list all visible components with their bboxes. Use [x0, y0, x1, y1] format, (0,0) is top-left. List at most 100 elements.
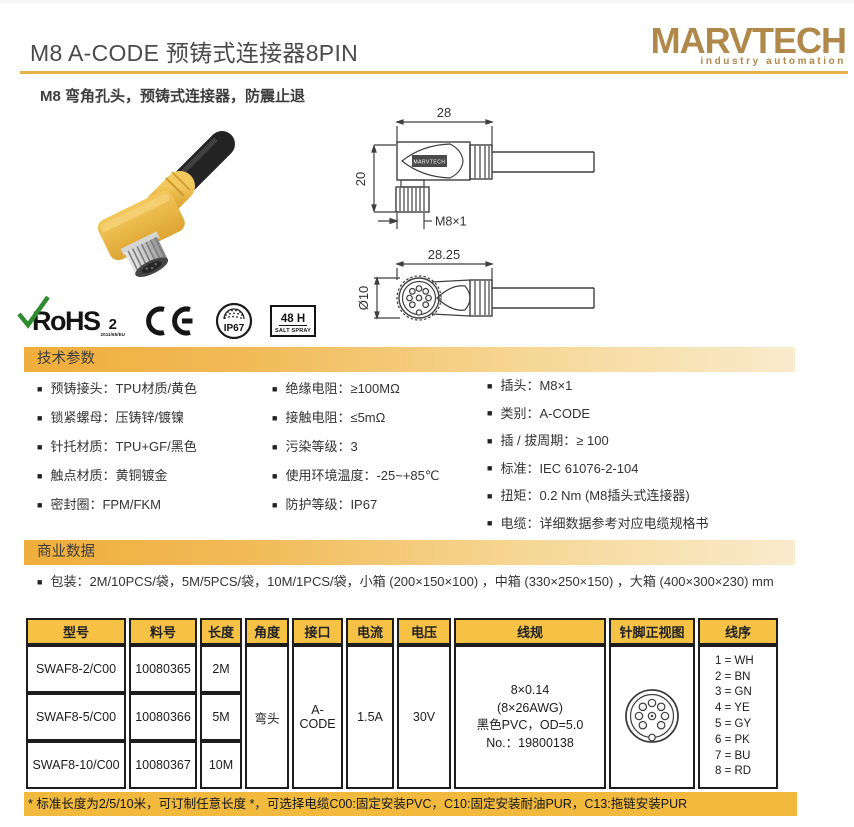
spec-text: 锁紧螺母：压铸锌/镀镍	[50, 410, 185, 425]
bullet-icon: ■	[487, 380, 493, 391]
ce-mark-icon	[146, 306, 193, 336]
bullet-icon: ■	[272, 470, 278, 481]
bullet-icon: ■	[487, 518, 493, 528]
spec-item: ■ 扭矩：0.2 Nm (M8插头式连接器)	[487, 488, 708, 505]
spec-text: 扭矩：0.2 Nm (M8插头式连接器)	[500, 488, 690, 503]
bullet-icon: ■	[37, 499, 43, 510]
spec-item: ■ 标准：IEC 61076-2-104	[487, 461, 708, 478]
rohs-directive: 2011/65/EU	[100, 331, 126, 337]
spec-text: 针托材质：TPU+GF/黑色	[50, 439, 197, 454]
bullet-icon: ■	[37, 383, 43, 394]
tech-column-1: ■ 预铸接头：TPU材质/黄色 ■ 锁紧螺母：压铸锌/镀镍 ■ 针托材质：TPU+GF…	[37, 381, 197, 526]
spec-text: 插 / 拔周期：≥ 100	[500, 433, 609, 448]
bullet-icon: ■	[272, 383, 278, 394]
wire-seq-line: 8 = RD	[715, 765, 752, 778]
spec-item: ■ 防护等级：IP67	[272, 497, 439, 514]
wire-spec-line: 黑色PVC，OD=5.0	[476, 718, 584, 732]
wire-seq-line: 1 = WH	[715, 654, 754, 667]
packaging-item: ■ 包装：2M/10PCS/袋，5M/5PCS/袋，10M/1PCS/袋，小箱 (…	[37, 571, 774, 590]
bullet-icon: ■	[37, 441, 43, 452]
technical-parameters: ■ 预铸接头：TPU材质/黄色 ■ 锁紧螺母：压铸锌/镀镍 ■ 针托材质：TPU+GF…	[25, 378, 815, 533]
rohs-sub: 2	[108, 315, 117, 333]
spec-item: ■ 密封圈：FPM/FKM	[37, 497, 197, 514]
spec-item: ■ 使用环境温度：-25~+85℃	[272, 468, 439, 485]
bullet-icon: ■	[272, 412, 278, 423]
tech-column-2: ■ 绝缘电阻：≥100MΩ ■ 接触电阻：≤5mΩ ■ 污染等级：3 ■ 使用环境温度：…	[272, 381, 439, 526]
spec-text: 防护等级：IP67	[285, 497, 378, 512]
wire-seq-line: 7 = BU	[715, 749, 751, 762]
drawing-front-view: 28.25 Ø10	[356, 248, 595, 321]
thread-label: M8×1	[435, 215, 467, 229]
bullet-icon: ■	[487, 408, 493, 418]
bullet-icon: ■	[37, 470, 43, 481]
interface-cell: A-CODE	[292, 645, 343, 789]
spec-item: ■ 插头：M8×1	[487, 378, 708, 395]
rohs-check-icon	[17, 295, 50, 329]
pin-diagram-8pin	[625, 688, 679, 743]
product-photo	[97, 131, 235, 277]
wire-seq-line: 6 = PK	[715, 733, 750, 746]
wire-spec-cell: 8×0.14 (8×26AWG) 黑色PVC，OD=5.0 No.：198001…	[454, 645, 606, 789]
spec-text: 使用环境温度：-25~+85℃	[285, 468, 440, 483]
wire-spec-line: (8×26AWG)	[497, 700, 563, 715]
brand-tagline: industry automation	[700, 56, 846, 67]
model-cell: SWAF8-5/C00	[26, 693, 126, 741]
bullet-icon: ■	[487, 490, 493, 501]
top-edge	[0, 0, 854, 3]
packaging-text: 包装：2M/10PCS/袋，5M/5PCS/袋，10M/1PCS/袋，小箱 (2…	[50, 574, 774, 589]
section-bar-technical: 技术参数	[24, 347, 795, 372]
section-bar-commercial: 商业数据	[24, 540, 795, 565]
bullet-icon: ■	[272, 499, 278, 510]
spec-text: 电缆：详细数据参考对应电缆规格书	[500, 515, 709, 531]
table-row: SWAF8-10/C00 10080367 10M	[26, 741, 778, 789]
spec-item: ■ 电缆：详细数据参考对应电缆规格书	[487, 516, 708, 533]
page-subtitle: M8 弯角孔头，预铸式连接器，防震止退	[40, 88, 306, 105]
header-wire-seq: 线序	[698, 618, 778, 645]
product-table: 型号 料号 长度 角度 接口 电流 电压 线规 针脚正视图 线序 SWAF8-2…	[23, 618, 781, 789]
front-diameter-dim: Ø10	[356, 286, 371, 311]
spec-item: ■ 类别：A-CODE	[487, 406, 708, 423]
wire-seq-line: 3 = GN	[715, 686, 752, 699]
drawing-side-view: 28 20 MARVTECH M8×1	[353, 105, 595, 229]
salt-hours-label: 48 H	[278, 313, 308, 326]
brand-wordmark: MARVTECH	[650, 20, 847, 61]
rohs-label: RoHS	[32, 305, 101, 336]
footnote-bar: * 标准长度为2/5/10米，可订制任意长度 *，可选择电缆C00:固定安装PV…	[24, 792, 797, 816]
salt-spray-label: SALT SPRAY	[275, 328, 311, 334]
bullet-icon: ■	[487, 463, 493, 473]
bullet-icon: ■	[487, 435, 493, 446]
spec-item: ■ 触点材质：黄铜镀金	[37, 468, 197, 485]
spec-text: 绝缘电阻：≥100MΩ	[285, 381, 400, 396]
salt-spray-badge: 48 H SALT SPRAY	[270, 305, 316, 337]
spec-item: ■ 插 / 拔周期：≥ 100	[487, 433, 708, 450]
spec-text: 插头：M8×1	[500, 378, 573, 393]
product-table-wrap: 型号 料号 长度 角度 接口 电流 电压 线规 针脚正视图 线序 SWAF8-2…	[23, 618, 781, 789]
spec-text: 污染等级：3	[285, 439, 358, 454]
part-cell: 10080365	[129, 645, 197, 693]
bullet-icon: ■	[37, 412, 43, 423]
side-width-dim: 28	[437, 105, 451, 120]
model-cell: SWAF8-2/C00	[26, 645, 126, 693]
header-model: 型号	[26, 618, 126, 645]
length-cell: 2M	[200, 645, 242, 693]
part-cell: 10080366	[129, 693, 197, 741]
header-pin-view: 针脚正视图	[609, 618, 695, 645]
header-length: 长度	[200, 618, 242, 645]
header-interface: 接口	[292, 618, 343, 645]
page-title: M8 A-CODE 预铸式连接器8PIN	[30, 40, 359, 66]
wire-spec-line: No.：19800138	[486, 735, 574, 750]
length-cell: 5M	[200, 693, 242, 741]
table-header-row: 型号 料号 长度 角度 接口 电流 电压 线规 针脚正视图 线序	[26, 618, 778, 645]
rohs-badge: RoHS 2 2011/65/EU	[17, 295, 126, 337]
angle-cell: 弯头	[245, 645, 289, 789]
brand-logo: MARVTECH industry automation	[586, 20, 847, 68]
spec-text: 密封圈：FPM/FKM	[50, 497, 161, 512]
wire-spec-line: 8×0.14	[510, 683, 550, 697]
bullet-icon: ■	[37, 576, 43, 587]
header-wire-spec: 线规	[454, 618, 606, 645]
spec-text: 接触电阻：≤5mΩ	[285, 410, 386, 425]
bullet-icon: ■	[272, 441, 278, 452]
pin-view-cell	[609, 645, 695, 789]
spec-text: 预铸接头：TPU材质/黄色	[50, 381, 198, 396]
